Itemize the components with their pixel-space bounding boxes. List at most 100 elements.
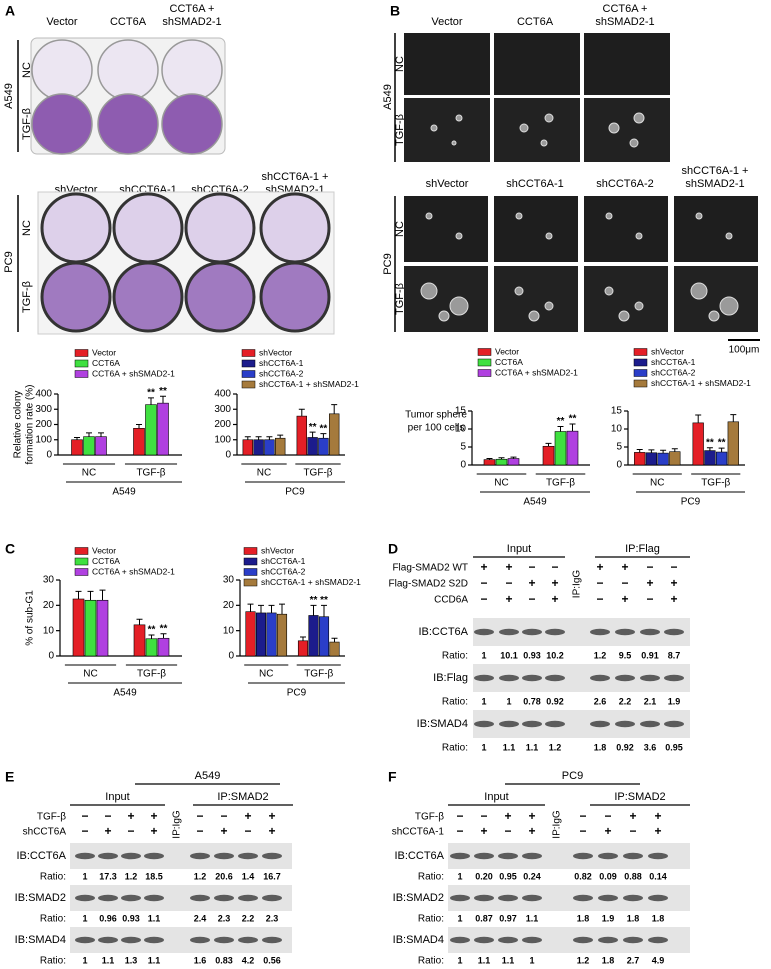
group-label: A549 (523, 497, 547, 508)
micrograph (584, 33, 670, 95)
ratio-value: 2.7 (627, 955, 640, 965)
legend-label: shCCT6A-1 + shSMAD2-1 (261, 577, 361, 587)
sphere (618, 310, 630, 322)
ratio-value: 17.3 (99, 871, 117, 881)
condition-sign: − (646, 560, 653, 574)
ratio-value: 0.92 (546, 696, 564, 706)
condition-sign: + (629, 809, 636, 823)
x-tick-label: TGF-β (136, 468, 165, 479)
blot-band (190, 936, 210, 944)
bar (634, 452, 646, 466)
ratio-value: 10.1 (500, 650, 518, 660)
condition-sign: + (551, 576, 558, 590)
column-header: shSMAD2-1 (685, 178, 744, 190)
ratio-value: 1.6 (194, 955, 207, 965)
column-header: shSMAD2-1 (162, 16, 221, 28)
legend-label: CCT6A + shSMAD2-1 (495, 367, 578, 377)
blot-band (121, 894, 141, 902)
micrograph (404, 196, 488, 262)
blot-band (573, 852, 593, 860)
colony-plate (112, 192, 184, 264)
error-bar (99, 589, 106, 601)
x-tick-label: NC (650, 478, 664, 489)
condition-sign: + (220, 824, 227, 838)
ratio-label: Ratio: (40, 956, 66, 967)
condition-sign: − (604, 809, 611, 823)
bar (566, 430, 579, 466)
error-bar (320, 433, 327, 439)
ratio-value: 0.93 (122, 913, 140, 923)
error-bar (321, 604, 327, 617)
blot-band (238, 852, 258, 860)
blot-band (190, 852, 210, 860)
ratio-value: 1 (457, 871, 462, 881)
blot-band (648, 936, 668, 944)
y-tick-label: 0 (225, 450, 231, 461)
error-bar (331, 637, 338, 643)
colony-plate (31, 39, 93, 101)
blot-band (121, 852, 141, 860)
blot-band (615, 628, 635, 636)
blot-band (262, 894, 282, 902)
column-header: CCT6A + (170, 3, 215, 15)
blot-band (573, 936, 593, 944)
error-bar (160, 395, 166, 404)
ratio-label: Ratio: (442, 743, 468, 754)
ratio-value: 3.6 (644, 742, 657, 752)
error-bar (255, 436, 262, 440)
cell-line-label: PC9 (382, 253, 394, 274)
blot-band (238, 894, 258, 902)
cell-line-label: A549 (195, 770, 221, 782)
ratio-label: Ratio: (442, 651, 468, 662)
ratio-value: 2.1 (644, 696, 657, 706)
bar (84, 599, 97, 657)
ratio-value: 8.7 (668, 650, 681, 660)
blot-band (474, 720, 494, 728)
y-axis-title: per 100 cells (408, 423, 465, 434)
blot-band (545, 720, 565, 728)
row-label: NC (394, 56, 406, 72)
condition-sign: − (81, 824, 88, 838)
condition-sign: − (456, 824, 463, 838)
significance-label: ** (320, 423, 328, 434)
blot-band (144, 894, 164, 902)
sphere (545, 232, 553, 240)
error-bar (486, 458, 493, 460)
legend-label: shCCT6A-2 (651, 367, 696, 377)
condition-sign: − (456, 809, 463, 823)
column-header: CCT6A (110, 16, 147, 28)
bar (554, 431, 567, 466)
ratio-value: 1.2 (594, 650, 607, 660)
panel-label: A (5, 3, 15, 19)
bar (715, 451, 728, 466)
column-header: CCT6A (517, 16, 554, 28)
significance-label: ** (159, 386, 167, 397)
legend-swatch (477, 369, 492, 377)
bar (495, 458, 508, 466)
y-tick-label: 300 (214, 404, 231, 415)
blot-label: IB:CCT6A (16, 850, 66, 862)
ratio-value: 1 (481, 742, 486, 752)
ratio-value: 2.2 (619, 696, 632, 706)
error-bar (87, 590, 94, 601)
ratio-value: 0.96 (99, 913, 117, 923)
legend-label: shVector (261, 545, 294, 555)
scale-bar-label: 100μm (729, 345, 760, 356)
condition-sign: − (596, 592, 603, 606)
legend-swatch (243, 578, 258, 587)
legend-swatch (477, 348, 492, 356)
colony-plate (161, 39, 223, 101)
blot-label: IB:SMAD4 (417, 718, 468, 730)
legend-swatch (74, 349, 89, 357)
legend-swatch (633, 348, 648, 356)
column-header: shSMAD2-1 (595, 16, 654, 28)
ratio-value: 0.24 (523, 871, 541, 881)
condition-sign: − (104, 809, 111, 823)
ratio-value: 1 (481, 696, 486, 706)
blot-band (190, 894, 210, 902)
condition-sign: + (604, 824, 611, 838)
sphere (605, 212, 613, 220)
significance-label: ** (718, 438, 726, 449)
blot-band (598, 936, 618, 944)
